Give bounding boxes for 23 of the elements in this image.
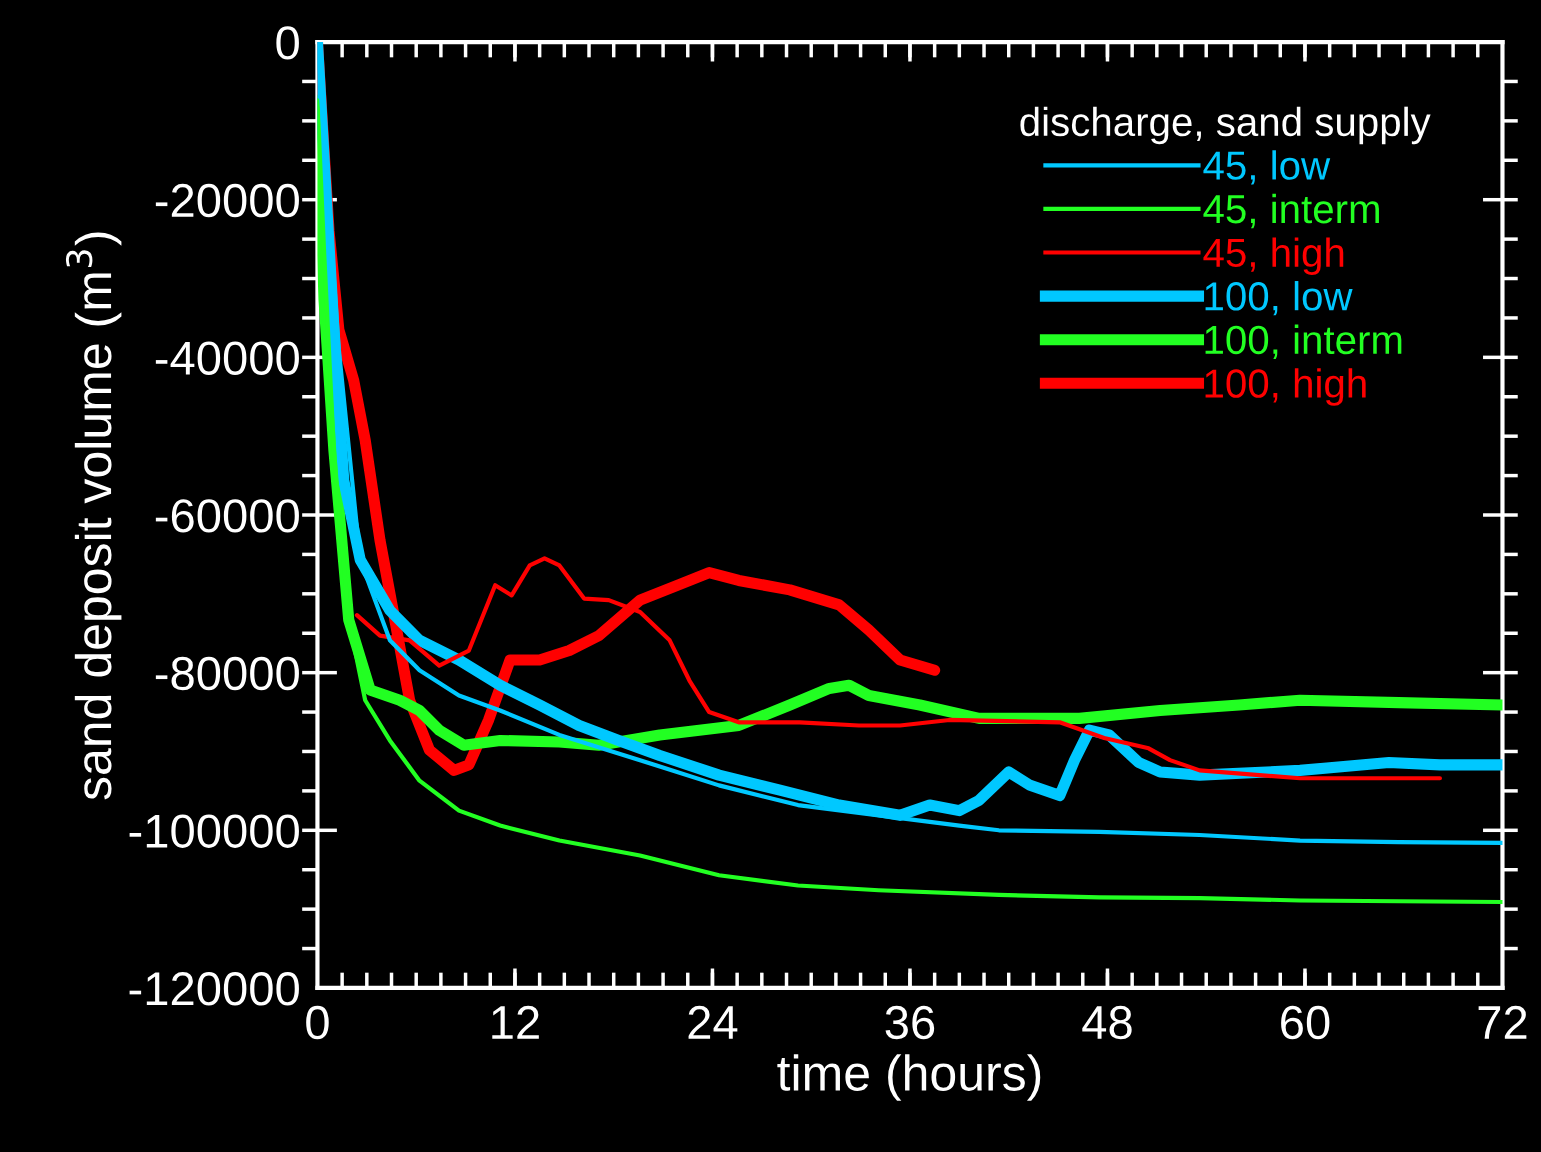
- y-axis-title: sand deposit volume (m$^{3}$): [65, 232, 122, 800]
- x-tick-label: 12: [492, 1005, 539, 1039]
- x-tick-label: 24: [688, 1005, 738, 1039]
- y-tick-label: 0: [276, 26, 299, 60]
- y-tick-label: -120000: [129, 972, 299, 1006]
- y-tick-label: -60000: [155, 499, 299, 533]
- x-tick-label: 72: [1478, 1005, 1527, 1039]
- legend-label: 100, interm: [1205, 324, 1402, 359]
- legend-label: 45, interm: [1203, 193, 1379, 229]
- y-tick-label: -20000: [155, 183, 299, 218]
- y-tick-label: -100000: [129, 814, 299, 848]
- y-tick-label: -80000: [155, 656, 299, 691]
- x-tick-label: 60: [1281, 1005, 1330, 1040]
- legend-label: 45, low: [1203, 150, 1331, 185]
- legend-label: 100, low: [1205, 281, 1353, 316]
- legend-title: discharge, sand supply: [1020, 106, 1431, 145]
- legend-label: 100, high: [1205, 368, 1366, 406]
- y-tick-label: -40000: [155, 341, 299, 375]
- legend-label: 45, high: [1203, 237, 1344, 275]
- x-axis-title: time (hours): [777, 1054, 1041, 1101]
- x-tick-label: 36: [885, 1005, 935, 1040]
- x-tick-label: 48: [1082, 1005, 1132, 1040]
- x-tick-label: 0: [306, 1005, 329, 1040]
